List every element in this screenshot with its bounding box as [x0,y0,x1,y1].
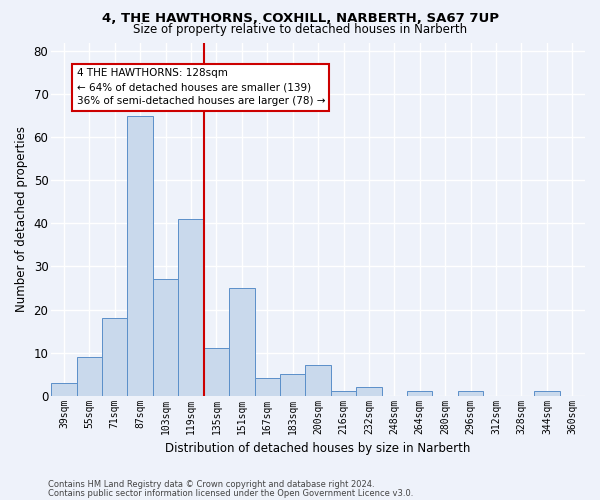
Bar [51,382,77,396]
Bar [356,387,382,396]
Y-axis label: Number of detached properties: Number of detached properties [15,126,28,312]
Bar [178,219,204,396]
Bar [229,288,254,396]
Text: 4 THE HAWTHORNS: 128sqm
← 64% of detached houses are smaller (139)
36% of semi-d: 4 THE HAWTHORNS: 128sqm ← 64% of detache… [77,68,325,106]
Bar [127,116,153,396]
Bar [280,374,305,396]
Bar [534,392,560,396]
X-axis label: Distribution of detached houses by size in Narberth: Distribution of detached houses by size … [166,442,471,455]
Bar [458,392,484,396]
Text: 4, THE HAWTHORNS, COXHILL, NARBERTH, SA67 7UP: 4, THE HAWTHORNS, COXHILL, NARBERTH, SA6… [101,12,499,26]
Bar [305,366,331,396]
Bar [77,357,102,396]
Bar [102,318,127,396]
Bar [204,348,229,396]
Bar [331,392,356,396]
Text: Contains HM Land Registry data © Crown copyright and database right 2024.: Contains HM Land Registry data © Crown c… [48,480,374,489]
Bar [254,378,280,396]
Text: Size of property relative to detached houses in Narberth: Size of property relative to detached ho… [133,22,467,36]
Text: Contains public sector information licensed under the Open Government Licence v3: Contains public sector information licen… [48,488,413,498]
Bar [407,392,433,396]
Bar [153,280,178,396]
